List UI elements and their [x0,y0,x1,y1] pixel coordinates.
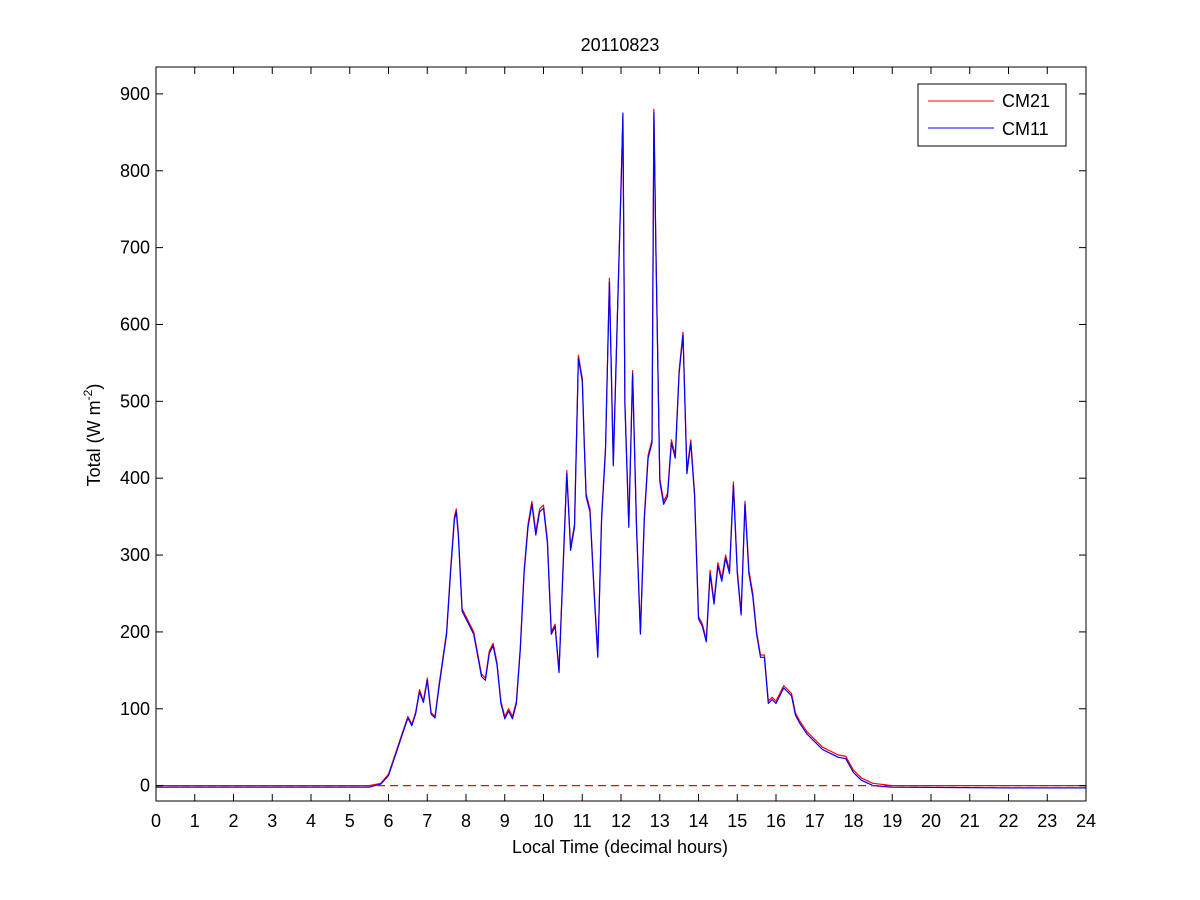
y-tick-label: 200 [120,622,150,642]
x-tick-label: 10 [533,811,553,831]
y-axis-label-text: Total (W m [84,400,104,486]
x-tick-label: 4 [306,811,316,831]
x-tick-label: 18 [843,811,863,831]
x-tick-label: 23 [1037,811,1057,831]
x-tick-label: 21 [960,811,980,831]
series-line-cm11 [156,111,1086,789]
x-tick-label: 15 [727,811,747,831]
y-axis-label-exponent: -2 [81,389,95,400]
x-tick-label: 17 [805,811,825,831]
y-tick-label: 300 [120,545,150,565]
x-tick-label: 8 [461,811,471,831]
y-tick-label: 600 [120,314,150,334]
legend-label-cm11: CM11 [1002,119,1049,139]
x-axis-ticks: 0 1 2 3 4 5 6 7 8 9 10 11 12 13 14 15 16 17 18 19 20 21 22 23 24 [151,67,1096,831]
x-tick-label: 20 [921,811,941,831]
y-tick-label: 500 [120,391,150,411]
x-tick-label: 19 [882,811,902,831]
y-tick-label: 0 [140,776,150,796]
y-tick-label: 100 [120,699,150,719]
chart-title: 20110823 [581,35,660,55]
x-tick-label: 1 [190,811,200,831]
x-tick-label: 24 [1076,811,1096,831]
legend: CM21 CM11 [917,83,1067,147]
x-tick-label: 11 [573,811,592,831]
x-tick-label: 7 [422,811,432,831]
x-axis-label: Local Time (decimal hours) [512,837,728,857]
x-tick-label: 3 [267,811,277,831]
y-axis-ticks: 0 100 200 300 400 500 600 700 800 900 [120,84,1086,796]
legend-label-cm21: CM21 [1002,91,1050,111]
y-axis-label: Total (W m-2) [81,384,104,487]
legend-box [917,83,1067,147]
y-tick-label: 900 [120,84,150,104]
y-tick-label: 400 [120,468,150,488]
x-tick-label: 16 [766,811,786,831]
x-tick-label: 0 [151,811,161,831]
y-axis-label-close: ) [84,384,104,390]
y-tick-label: 800 [120,161,150,181]
x-tick-label: 2 [228,811,238,831]
series-layer [156,108,1086,789]
x-tick-label: 9 [500,811,510,831]
x-tick-label: 6 [383,811,393,831]
x-tick-label: 13 [650,811,670,831]
x-tick-label: 14 [688,811,708,831]
x-tick-label: 12 [611,811,631,831]
x-tick-label: 22 [998,811,1018,831]
x-tick-label: 5 [345,811,355,831]
y-tick-label: 700 [120,238,150,258]
series-line-cm21 [156,108,1086,787]
